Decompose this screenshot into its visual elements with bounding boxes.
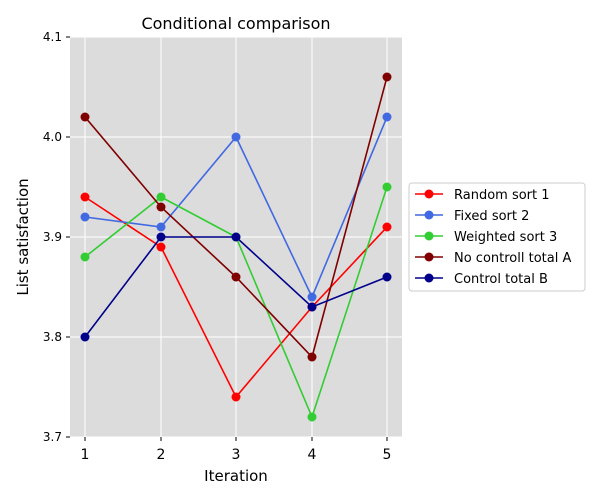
legend-label-3: Weighted sort 3 bbox=[454, 230, 557, 245]
chart-title: Conditional comparison bbox=[141, 14, 330, 33]
x-axis-ticks: 1 2 3 4 5 bbox=[81, 437, 392, 463]
data-point-5-4 bbox=[307, 302, 317, 312]
x-tick-label-4: 4 bbox=[308, 447, 317, 463]
data-point-4-2 bbox=[156, 202, 166, 212]
data-point-2-3 bbox=[231, 132, 241, 142]
y-tick-label-2: 3.9 bbox=[43, 230, 62, 244]
y-axis-label: List satisfaction bbox=[14, 178, 32, 295]
data-point-1-2 bbox=[156, 242, 166, 252]
data-point-2-5 bbox=[382, 112, 392, 122]
data-point-3-2 bbox=[156, 192, 166, 202]
data-point-5-5 bbox=[382, 272, 392, 282]
legend-marker-4 bbox=[424, 252, 434, 262]
legend-marker-1 bbox=[424, 189, 434, 199]
legend: Random sort 1 Fixed sort 2 Weighted sort 3… bbox=[408, 182, 586, 292]
y-tick-label-1: 3.8 bbox=[43, 330, 62, 344]
data-point-2-1 bbox=[80, 212, 90, 222]
data-point-4-1 bbox=[80, 112, 90, 122]
y-tick-label-3: 4.0 bbox=[43, 130, 62, 144]
y-tick-label-0: 3.7 bbox=[43, 430, 62, 444]
legend-marker-3 bbox=[424, 231, 434, 241]
legend-label-1: Random sort 1 bbox=[454, 188, 550, 203]
x-tick-label-1: 1 bbox=[81, 447, 90, 463]
legend-marker-2 bbox=[424, 210, 434, 220]
series-5 bbox=[80, 232, 392, 342]
series-2 bbox=[80, 112, 392, 302]
data-point-5-3 bbox=[231, 232, 241, 242]
data-point-3-4 bbox=[307, 412, 317, 422]
series-4 bbox=[80, 72, 392, 362]
x-tick-label-3: 3 bbox=[232, 447, 241, 463]
series-layer bbox=[80, 72, 392, 422]
data-point-3-1 bbox=[80, 252, 90, 262]
x-axis-label: Iteration bbox=[204, 467, 268, 485]
x-tick-label-2: 2 bbox=[157, 447, 166, 463]
data-point-4-4 bbox=[307, 352, 317, 362]
legend-marker-5 bbox=[424, 273, 434, 283]
y-tick-label-4: 4.1 bbox=[43, 30, 62, 44]
data-point-2-2 bbox=[156, 222, 166, 232]
data-point-1-3 bbox=[231, 392, 241, 402]
x-tick-label-5: 5 bbox=[383, 447, 392, 463]
legend-label-5: Control total B bbox=[454, 272, 548, 287]
data-point-2-4 bbox=[307, 292, 317, 302]
data-point-1-5 bbox=[382, 222, 392, 232]
data-point-4-3 bbox=[231, 272, 241, 282]
data-point-5-2 bbox=[156, 232, 166, 242]
data-point-3-5 bbox=[382, 182, 392, 192]
legend-label-4: No controll total A bbox=[454, 251, 571, 266]
y-axis-ticks: 3.7 3.8 3.9 4.0 4.1 bbox=[43, 30, 70, 444]
legend-label-2: Fixed sort 2 bbox=[454, 209, 529, 224]
legend-box bbox=[408, 182, 586, 292]
data-point-1-1 bbox=[80, 192, 90, 202]
data-point-4-5 bbox=[382, 72, 392, 82]
data-point-5-1 bbox=[80, 332, 90, 342]
